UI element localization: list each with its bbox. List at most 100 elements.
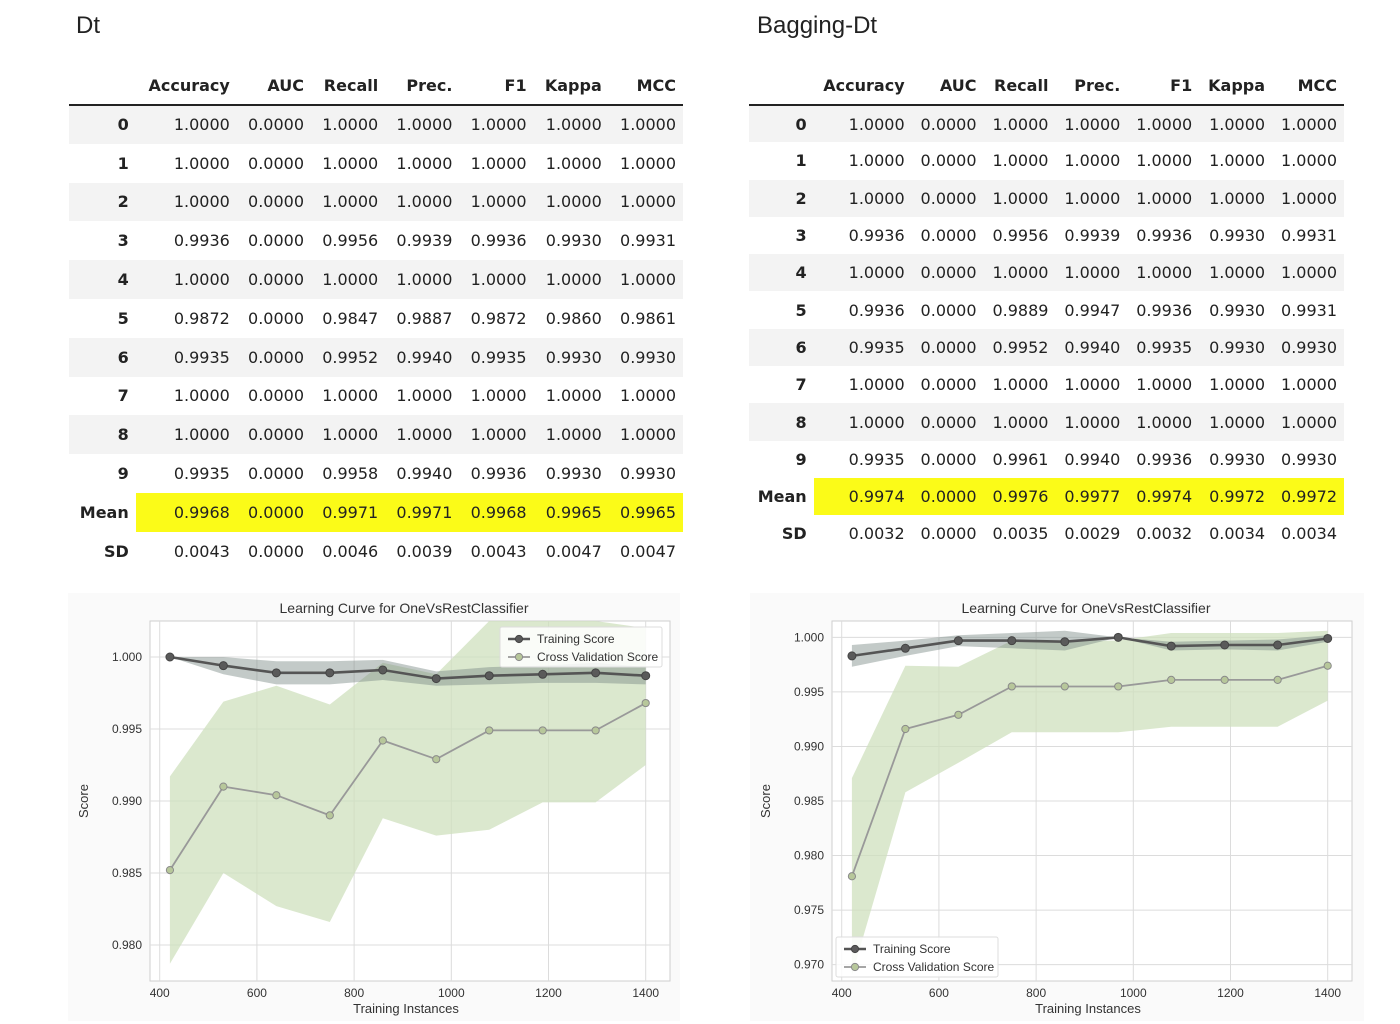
table-cell: 0.0000 [920, 226, 977, 246]
table-cell: 1.0000 [813, 105, 912, 143]
data-point-training-score [218, 661, 228, 671]
table-cell: 1.0000 [396, 386, 453, 406]
x-tick-label: 1200 [1217, 986, 1244, 1000]
band-training-score [169, 657, 646, 686]
x-tick-label: 400 [150, 986, 170, 1000]
data-point-training-score [431, 674, 441, 684]
table-cell: 0.9931 [620, 231, 676, 251]
table-row: 1 1.0000 0.0000 1.0000 1.0000 1.0000 1.0000 1.0… [69, 144, 683, 183]
row-label: 2 [69, 182, 136, 222]
table-cell: 1.0000 [608, 105, 683, 144]
table-cell: 0.9977 [1055, 477, 1128, 516]
table-cell: 0.9930 [608, 337, 683, 377]
table-cell: 0.0046 [322, 541, 379, 561]
table-cell: 0.9958 [322, 464, 379, 484]
table-cell: 0.9936 [1136, 226, 1193, 246]
data-point-cross-validation-score [954, 710, 963, 719]
column-header-prec: Prec. [1055, 66, 1128, 106]
table-cell: 1.0000 [396, 153, 453, 173]
legend-marker-cross-validation-score [514, 652, 524, 662]
table-row: 7 1.0000 0.0000 1.0000 1.0000 1.0000 1.0000 1.0… [749, 366, 1344, 403]
table-cell: 0.9935 [1127, 328, 1200, 367]
series-line-cross-validation-score [169, 702, 647, 871]
x-tick-label: 1400 [632, 986, 659, 1000]
table-cell: 0.0000 [236, 492, 312, 532]
data-point-cross-validation-score [591, 726, 600, 735]
data-point-training-score [900, 643, 910, 653]
y-tick-label: 0.980 [794, 849, 824, 863]
table-cell: 0.0000 [236, 105, 312, 144]
y-tick-label: 0.975 [794, 903, 824, 917]
table-cell: 1.0000 [1136, 151, 1193, 171]
table-cell: 1.0000 [813, 254, 912, 292]
table-cell: 1.0000 [620, 386, 676, 406]
table-cell: 0.0039 [396, 541, 453, 561]
data-point-training-score [1323, 633, 1333, 643]
row-label: 1 [795, 151, 807, 171]
x-tick-label: 400 [832, 986, 852, 1000]
table-cell: 1.0000 [545, 386, 602, 406]
table-cell: 1.0000 [1281, 375, 1337, 395]
table-cell: 0.0000 [920, 375, 977, 395]
table-cell: 0.9965 [608, 492, 683, 532]
table-cell: 1.0000 [385, 415, 460, 455]
table-cell: 0.9930 [1209, 300, 1266, 320]
table-row: 6 0.9935 0.0000 0.9952 0.9940 0.9935 0.9930 0.9… [69, 337, 683, 377]
table-cell: 1.0000 [470, 153, 527, 173]
table-cell: 0.9968 [135, 492, 237, 532]
column-header-auc: AUC [236, 66, 312, 106]
row-label: Mean [757, 487, 807, 507]
table-cell: 0.9939 [1064, 226, 1121, 246]
column-header-accuracy: Accuracy [135, 66, 237, 106]
table-cell: 1.0000 [173, 153, 230, 173]
table-cell: 1.0000 [322, 153, 379, 173]
legend-label-training-score: Training Score [873, 942, 951, 956]
data-point-cross-validation-score [165, 866, 175, 875]
table-cell: 0.0000 [911, 328, 984, 367]
table-row: 0 1.0000 0.0000 1.0000 1.0000 1.0000 1.0000 1.0… [749, 105, 1344, 143]
table-cell: 1.0000 [983, 403, 1056, 441]
table-cell: 0.0043 [173, 541, 230, 561]
y-tick-label: 0.970 [794, 958, 824, 972]
row-label: 5 [117, 308, 129, 328]
table-cell: 0.0000 [236, 182, 312, 222]
table-cell: 1.0000 [459, 105, 534, 144]
table-cell: 0.9936 [1136, 449, 1193, 469]
table-cell: 0.0000 [911, 254, 984, 292]
row-label: 6 [69, 337, 136, 377]
table-cell: 1.0000 [385, 182, 460, 222]
row-label: 3 [117, 231, 129, 251]
row-label: 9 [795, 449, 807, 469]
table-row: 4 1.0000 0.0000 1.0000 1.0000 1.0000 1.0000 1.0… [749, 254, 1344, 292]
table-cell: 0.9965 [533, 492, 609, 532]
y-tick-label: 0.990 [794, 739, 824, 753]
column-header-auc: AUC [911, 66, 984, 106]
table-cell: 1.0000 [1199, 179, 1273, 217]
column-header-mcc: MCC [1272, 66, 1344, 106]
band-cross-validation-score [169, 621, 646, 964]
table-cell: 1.0000 [1136, 375, 1193, 395]
table-cell: 1.0000 [1064, 375, 1121, 395]
row-label: Mean [79, 502, 129, 522]
results-table-dt: Accuracy AUC Recall Prec. F1 Kappa MCC 0 1.0000 0… [69, 66, 683, 571]
y-axis-label: Score [758, 784, 773, 818]
table-cell: 0.9930 [1272, 328, 1344, 367]
column-header-index [749, 66, 814, 106]
table-row: 4 1.0000 0.0000 1.0000 1.0000 1.0000 1.0000 1.0… [69, 260, 683, 299]
chart-title: Learning Curve for OneVsRestClassifier [962, 600, 1211, 616]
table-cell: 0.9968 [459, 492, 534, 532]
table-cell: 1.0000 [992, 151, 1049, 171]
table-cell: 0.0000 [248, 231, 305, 251]
table-cell: 0.9861 [620, 308, 676, 328]
table-row: SD 0.0032 0.0000 0.0035 0.0029 0.0032 0.0034 0.… [749, 515, 1344, 552]
table-cell: 0.0000 [248, 308, 305, 328]
learning-curve-dt-svg: 400 600 800 1000 1200 1400 0.980 0.985 0.990 0.99… [68, 593, 680, 1021]
table-cell: 1.0000 [1127, 105, 1200, 143]
table-cell: 0.9940 [1055, 328, 1128, 367]
table-cell: 0.0000 [248, 386, 305, 406]
table-cell: 0.9930 [620, 464, 676, 484]
table-cell: 0.9939 [396, 231, 453, 251]
data-point-training-score [538, 669, 548, 679]
table-cell: 0.9974 [813, 477, 912, 516]
table-cell: 0.9956 [322, 231, 379, 251]
